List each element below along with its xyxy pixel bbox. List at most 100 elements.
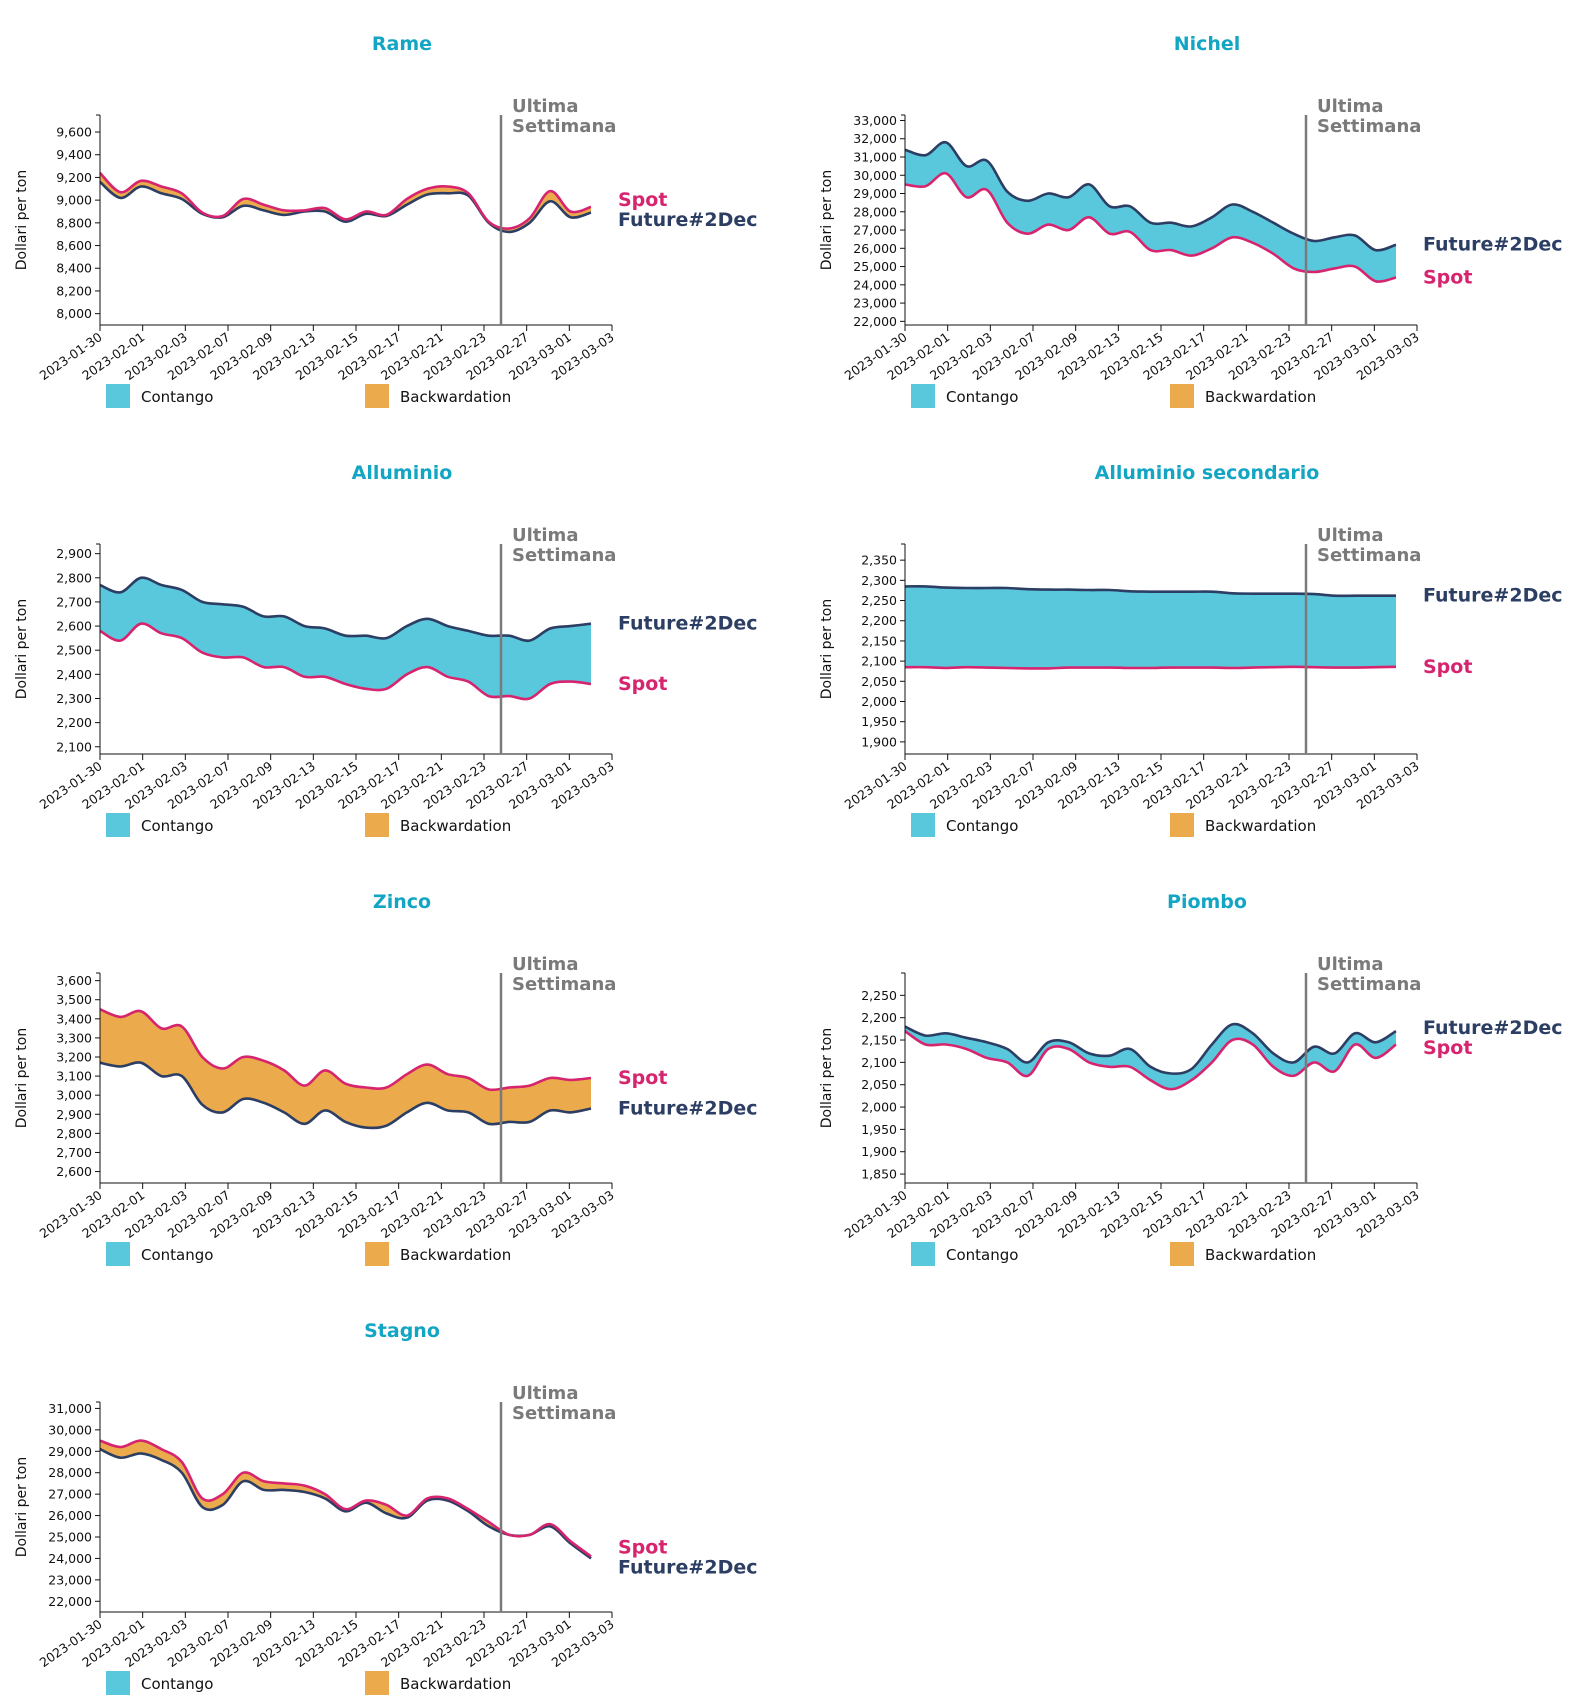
last-week-label-line2: Settimana: [1317, 974, 1421, 995]
chart-panel-alluminio-secondario: Alluminio secondario 1,900 1,950 2,000 2,050…: [805, 429, 1590, 849]
future-line: [904, 141, 1397, 252]
backwardation-legend-label: Backwardation: [400, 1246, 511, 1264]
chart-panel-alluminio: Alluminio 2,100 2,200 2,300 2,400 2,500 2,600 2…: [0, 429, 790, 849]
backwardation-legend-swatch: [365, 813, 389, 837]
y-tick-label: 9,400: [56, 147, 92, 162]
future-series-label: Future#2Dec: [1423, 1017, 1563, 1039]
spot-line: [99, 1008, 592, 1092]
chart-panel-nichel: Nichel 22,000 23,000 24,000 25,000 26,000 27,0…: [805, 0, 1590, 420]
y-tick-label: 3,400: [56, 1011, 92, 1026]
contango-legend-label: Contango: [141, 1675, 213, 1693]
spot-series-label: Spot: [618, 189, 667, 211]
y-tick-label: 3,200: [56, 1050, 92, 1065]
y-tick-label: 3,300: [56, 1030, 92, 1045]
contango-legend-swatch: [106, 1671, 130, 1695]
backwardation-legend-swatch: [1170, 1242, 1194, 1266]
spot-line: [904, 1030, 1397, 1091]
y-tick-label: 25,000: [853, 259, 897, 274]
future-series-label: Future#2Dec: [618, 209, 758, 231]
chart-svg: Zinco 2,600 2,700 2,800 2,900 3,000 3,100 3,200…: [14, 891, 758, 1266]
y-tick-label: 2,800: [56, 570, 92, 585]
y-tick-label: 2,600: [56, 619, 92, 634]
y-axis-label: Dollari per ton: [819, 170, 835, 270]
y-tick-label: 2,050: [861, 1077, 897, 1092]
y-tick-label: 1,900: [861, 1144, 897, 1159]
future-line: [99, 1061, 592, 1130]
contango-legend-label: Contango: [946, 817, 1018, 835]
contango-area: [905, 586, 1396, 669]
spot-series-label: Spot: [618, 1067, 667, 1089]
contango-legend-swatch: [106, 1242, 130, 1266]
contango-legend-label: Contango: [141, 388, 213, 406]
contango-area: [100, 577, 591, 700]
y-tick-label: 3,500: [56, 992, 92, 1007]
backwardation-legend-label: Backwardation: [400, 1675, 511, 1693]
y-tick-label: 22,000: [853, 314, 897, 329]
contango-area: [905, 1024, 1396, 1090]
chart-panel-stagno: Stagno 22,000 23,000 24,000 25,000 26,000 27,0…: [0, 1287, 790, 1707]
chart-title: Zinco: [373, 891, 431, 913]
future-line: [99, 180, 592, 234]
y-tick-label: 9,200: [56, 170, 92, 185]
y-tick-label: 24,000: [48, 1551, 92, 1566]
y-tick-label: 23,000: [853, 296, 897, 311]
chart-svg: Alluminio 2,100 2,200 2,300 2,400 2,500 2,600 2…: [14, 462, 758, 837]
chart-title: Nichel: [1174, 33, 1241, 55]
chart-panel-piombo: Piombo 1,850 1,900 1,950 2,000 2,050 2,100 2,15…: [805, 858, 1590, 1278]
y-tick-label: 8,200: [56, 283, 92, 298]
y-tick-label: 30,000: [853, 168, 897, 183]
last-week-label-line2: Settimana: [512, 1403, 616, 1424]
chart-panel-zinco: Zinco 2,600 2,700 2,800 2,900 3,000 3,100 3,200…: [0, 858, 790, 1278]
contango-legend-swatch: [106, 813, 130, 837]
y-tick-label: 2,200: [861, 1010, 897, 1025]
future-series-label: Future#2Dec: [618, 1098, 758, 1120]
spot-line: [99, 622, 592, 701]
y-tick-label: 28,000: [48, 1465, 92, 1480]
backwardation-legend-label: Backwardation: [1205, 817, 1316, 835]
y-tick-label: 27,000: [48, 1487, 92, 1502]
chart-svg: Rame 8,000 8,200 8,400 8,600 8,800 9,000 9,200 9…: [14, 33, 758, 408]
chart-title: Alluminio: [352, 462, 453, 484]
y-tick-label: 2,900: [56, 1107, 92, 1122]
backwardation-legend-swatch: [1170, 813, 1194, 837]
y-tick-label: 2,050: [861, 674, 897, 689]
backwardation-legend-swatch: [365, 384, 389, 408]
chart-svg: Piombo 1,850 1,900 1,950 2,000 2,050 2,100 2,15…: [819, 891, 1563, 1266]
future-line: [904, 1022, 1397, 1075]
y-tick-label: 32,000: [853, 131, 897, 146]
last-week-label-line2: Settimana: [1317, 545, 1421, 566]
last-week-label-line2: Settimana: [512, 116, 616, 137]
y-tick-label: 1,900: [861, 734, 897, 749]
y-tick-label: 31,000: [853, 150, 897, 165]
y-tick-label: 8,600: [56, 238, 92, 253]
y-tick-label: 2,250: [861, 988, 897, 1003]
y-tick-label: 1,950: [861, 714, 897, 729]
y-tick-label: 33,000: [853, 113, 897, 128]
y-tick-label: 27,000: [853, 223, 897, 238]
contango-legend-label: Contango: [141, 817, 213, 835]
y-tick-label: 2,100: [861, 1055, 897, 1070]
spot-series-label: Spot: [618, 1536, 667, 1558]
backwardation-legend-label: Backwardation: [1205, 388, 1316, 406]
y-tick-label: 22,000: [48, 1594, 92, 1609]
y-tick-label: 9,000: [56, 193, 92, 208]
y-tick-label: 3,600: [56, 973, 92, 988]
chart-title: Rame: [372, 33, 432, 55]
y-tick-label: 2,200: [861, 613, 897, 628]
spot-line: [904, 665, 1397, 670]
y-axis-label: Dollari per ton: [819, 1028, 835, 1128]
y-tick-label: 29,000: [48, 1444, 92, 1459]
chart-title: Stagno: [364, 1320, 440, 1342]
y-tick-label: 3,000: [56, 1088, 92, 1103]
y-tick-label: 2,250: [861, 593, 897, 608]
y-tick-label: 2,300: [56, 691, 92, 706]
y-tick-label: 2,400: [56, 667, 92, 682]
backwardation-legend-swatch: [365, 1242, 389, 1266]
y-tick-label: 3,100: [56, 1069, 92, 1084]
y-tick-label: 2,700: [56, 1145, 92, 1160]
contango-legend-label: Contango: [946, 388, 1018, 406]
backwardation-legend-swatch: [1170, 384, 1194, 408]
y-tick-label: 26,000: [48, 1508, 92, 1523]
last-week-label-line1: Ultima: [512, 96, 578, 117]
